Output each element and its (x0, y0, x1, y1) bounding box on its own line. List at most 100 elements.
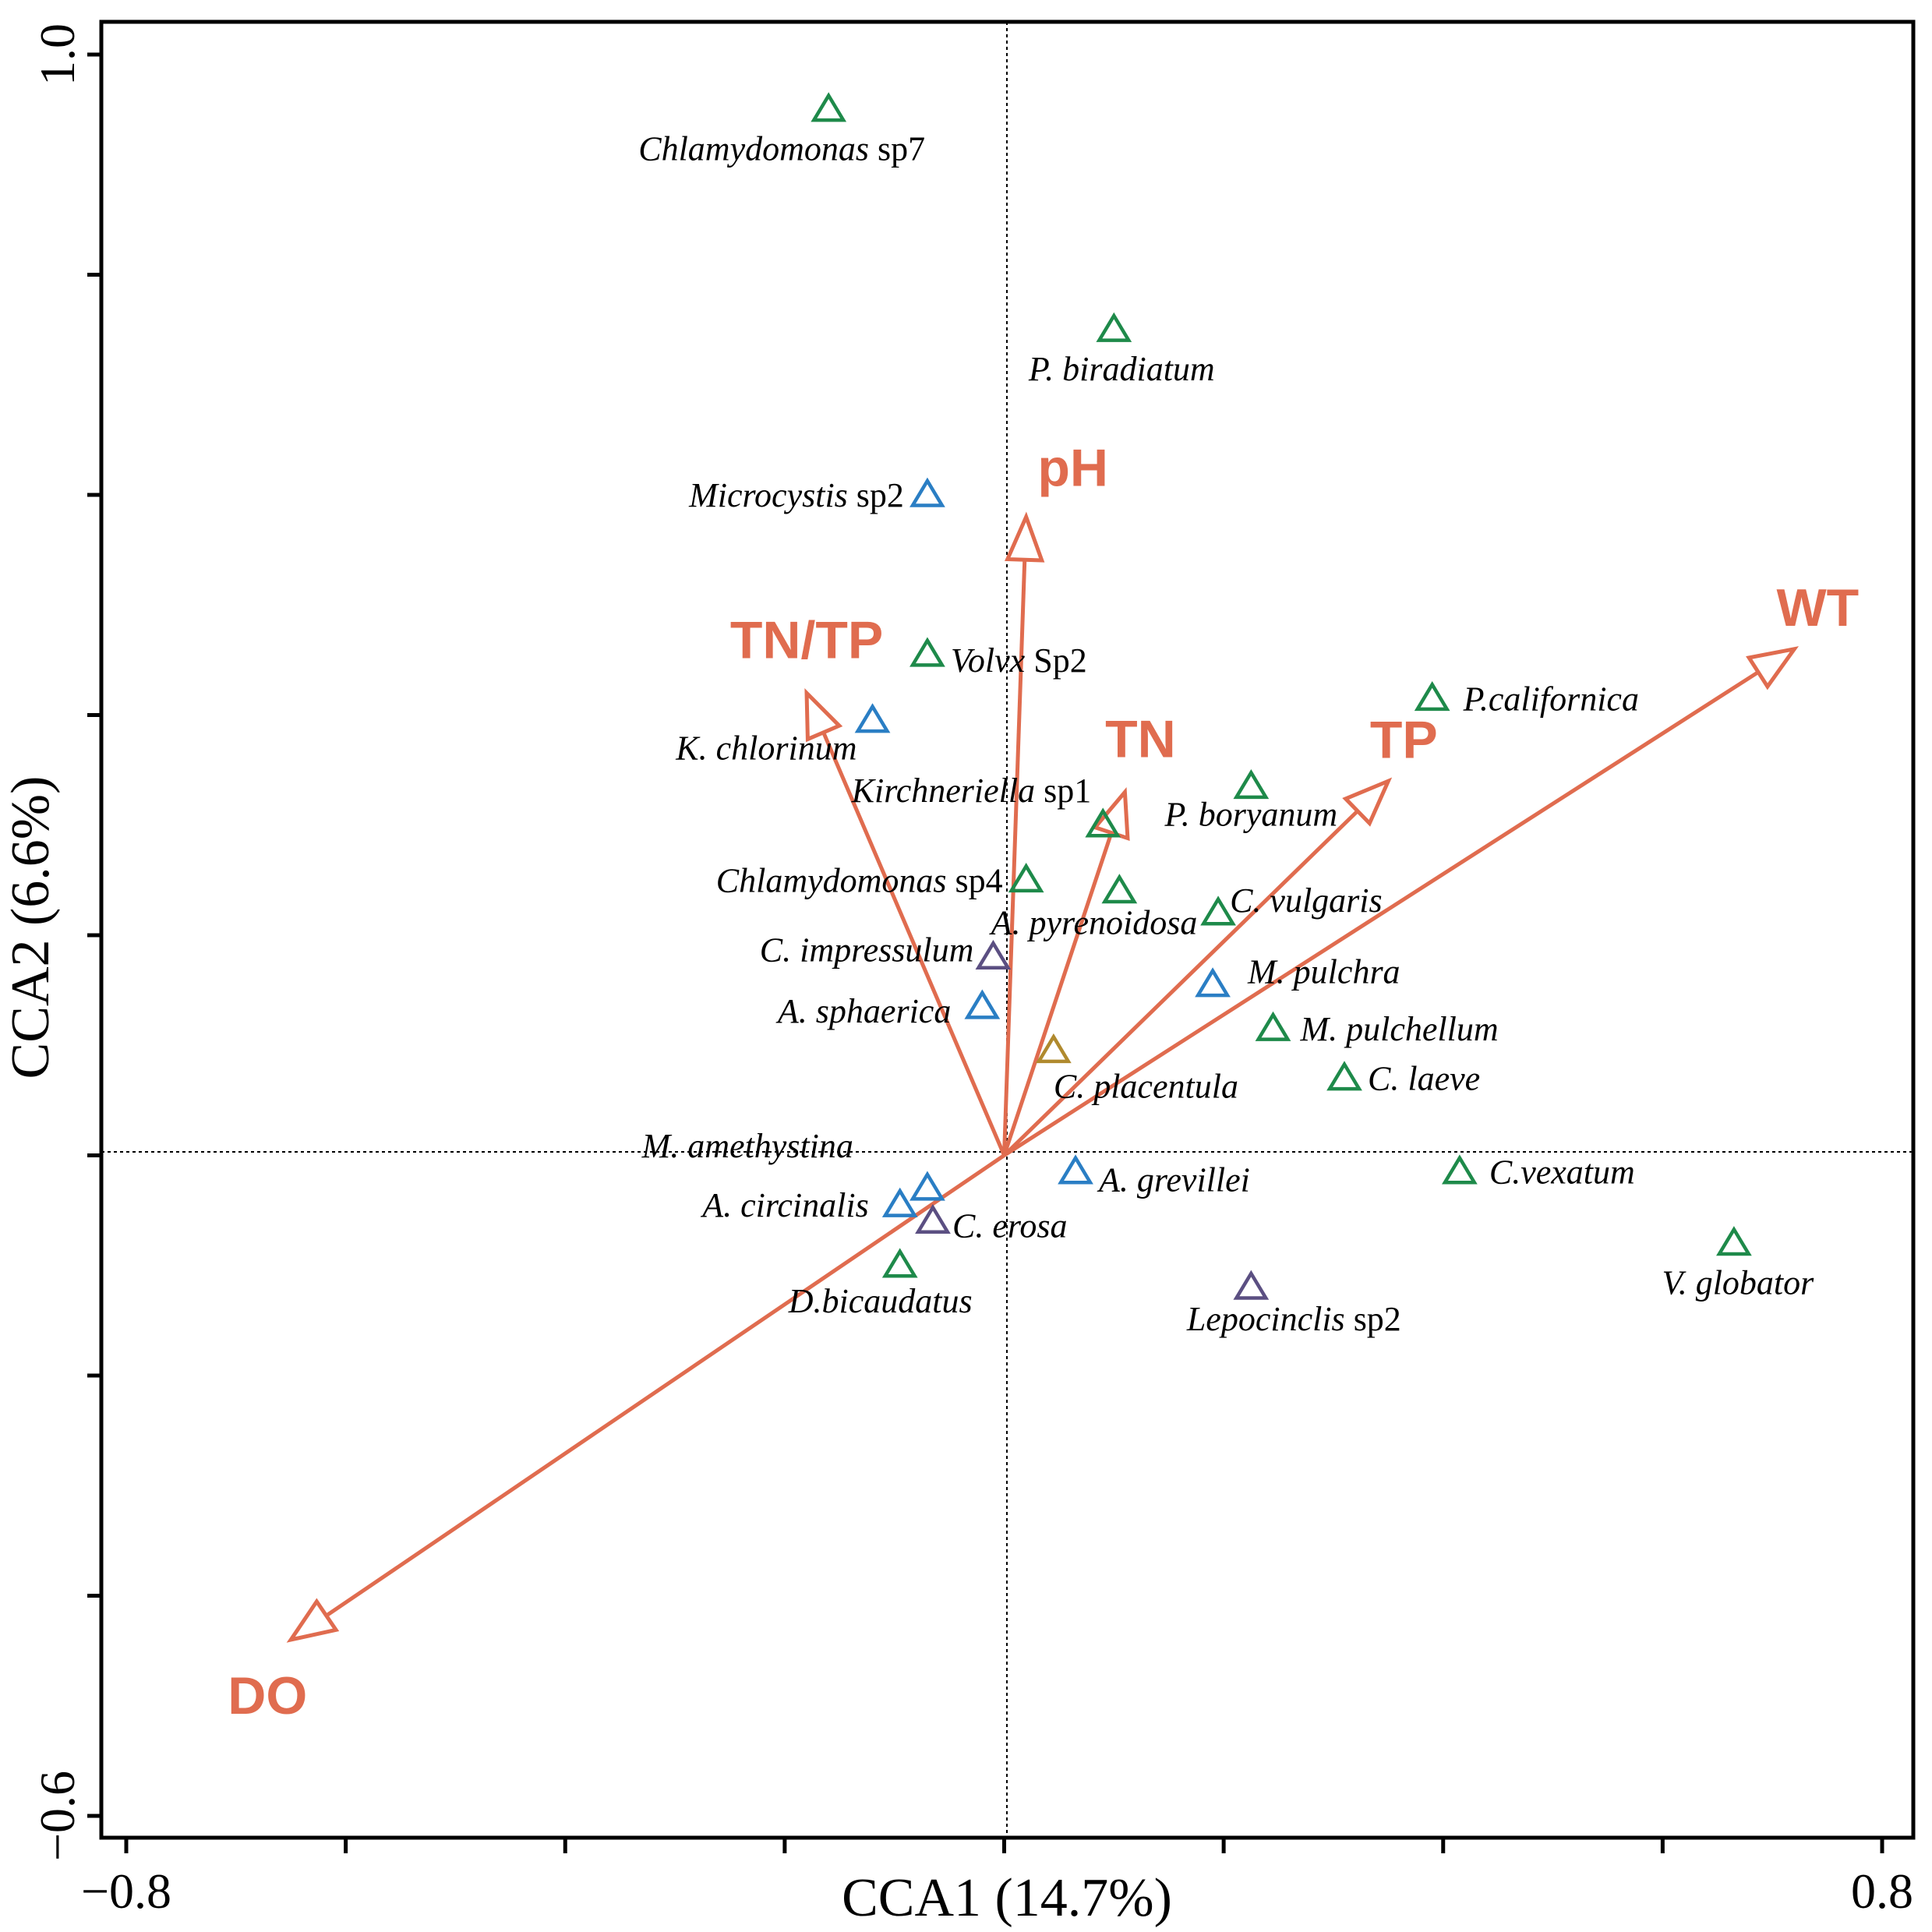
species-genus: C.vexatum (1489, 1153, 1635, 1192)
species-suffix: sp1 (1035, 772, 1091, 810)
species-point (1414, 680, 1450, 712)
species-label: C. placentula (1054, 1067, 1238, 1105)
env-arrow-head (1342, 777, 1393, 827)
species-point (909, 477, 945, 507)
species-genus: C. erosa (952, 1206, 1068, 1245)
species-label: P. biradiatum (1028, 350, 1215, 388)
species-genus: Microcystis (688, 476, 848, 514)
species-suffix: Sp2 (1025, 641, 1086, 680)
species-genus: M. pulchellum (1299, 1010, 1498, 1048)
species-label: A. pyrenoidosa (989, 904, 1198, 942)
species-point (1441, 1154, 1478, 1185)
species-label: C. laeve (1368, 1060, 1480, 1098)
species-label: M. pulchellum (1299, 1010, 1498, 1048)
env-arrow-shaft (821, 731, 1006, 1157)
y-axis-title: CCA2 (6.6%) (1, 776, 61, 1079)
species-genus: P. biradiatum (1028, 350, 1215, 388)
env-vector-label: TN (1105, 709, 1176, 768)
species-point (909, 637, 945, 667)
species-points: Chlamydomonas sp7 P. biradiatum Microcysti… (638, 92, 1815, 1338)
species-point (1716, 1226, 1752, 1256)
species-genus: Chlamydomonas (638, 130, 869, 168)
species-genus: A. pyrenoidosa (989, 904, 1198, 942)
y-tick-label-bottom: −0.6 (30, 1771, 85, 1861)
species-suffix: sp7 (869, 130, 925, 168)
env-arrow-head (1091, 786, 1130, 842)
species-point (1035, 1033, 1072, 1064)
species-label: Microcystis sp2 (688, 476, 904, 514)
species-point (909, 1171, 945, 1201)
species-label: A. sphaerica (775, 992, 951, 1030)
species-point (1255, 1011, 1291, 1041)
species-genus: P. boryanum (1164, 795, 1338, 833)
species-point (881, 1248, 918, 1278)
species-point (854, 703, 891, 733)
species-point (964, 989, 1001, 1019)
env-vector-label: TP (1370, 710, 1438, 769)
species-genus: D.bicaudatus (788, 1282, 973, 1320)
env-vector-label: pH (1037, 438, 1108, 497)
species-label: V. globator (1662, 1264, 1815, 1302)
y-tick-label-top: 1.0 (30, 23, 85, 86)
species-genus: M. amethystina (641, 1127, 853, 1165)
species-label: Lepocinclis sp2 (1186, 1300, 1401, 1338)
species-point (915, 1203, 951, 1234)
species-genus: A. grevillei (1097, 1161, 1250, 1199)
species-point (1326, 1061, 1362, 1091)
species-label: D.bicaudatus (788, 1282, 973, 1320)
species-point (811, 92, 847, 122)
env-vector-label: DO (228, 1666, 307, 1725)
species-label: C. erosa (952, 1206, 1068, 1245)
y-axis-ticks (87, 52, 101, 1818)
species-genus: C. vulgaris (1230, 881, 1383, 920)
env-vector-label: WT (1776, 578, 1859, 638)
species-label: P. boryanum (1164, 795, 1338, 833)
env-arrow-head (286, 1598, 340, 1643)
species-genus: P.californica (1463, 680, 1639, 718)
env-arrow-head (1005, 511, 1045, 563)
species-point (1096, 312, 1132, 342)
x-axis-title: CCA1 (14.7%) (842, 1868, 1172, 1928)
species-label: A. circinalis (700, 1186, 868, 1224)
env-arrow-shaft (1002, 832, 1114, 1157)
species-label: C. impressulum (760, 931, 974, 969)
x-tick-label-right: 0.8 (1851, 1863, 1913, 1919)
species-genus: V. globator (1662, 1264, 1815, 1302)
species-point (881, 1187, 918, 1217)
species-genus: K. chlorinum (675, 729, 857, 768)
species-point (975, 939, 1012, 970)
env-arrow-shaft (1002, 809, 1359, 1157)
species-point (1233, 768, 1270, 800)
species-label: M. pulchra (1247, 953, 1400, 991)
species-label: A. grevillei (1097, 1161, 1250, 1199)
species-genus: C. placentula (1054, 1067, 1238, 1105)
species-genus: C. impressulum (760, 931, 974, 969)
x-tick-label-left: −0.8 (81, 1863, 171, 1919)
species-suffix: sp4 (947, 861, 1003, 899)
species-suffix: sp2 (848, 476, 904, 514)
env-arrow-head (804, 688, 843, 743)
species-genus: Chlamydomonas (716, 861, 947, 899)
species-label: C.vexatum (1489, 1153, 1635, 1192)
species-genus: C. laeve (1368, 1060, 1480, 1098)
species-label: C. vulgaris (1230, 881, 1383, 920)
species-point (1008, 863, 1044, 893)
species-label: M. amethystina (641, 1127, 853, 1165)
env-arrow-head (1746, 646, 1800, 691)
species-label: Volvx Sp2 (951, 641, 1087, 680)
species-point (1085, 807, 1121, 838)
species-point (1058, 1154, 1093, 1185)
species-genus: A. circinalis (700, 1186, 868, 1224)
species-label: K. chlorinum (675, 729, 857, 768)
species-label: Chlamydomonas sp7 (638, 130, 925, 168)
species-label: P.californica (1463, 680, 1639, 718)
env-vector-label: TN/TP (730, 610, 883, 669)
species-genus: Kirchneriella (851, 772, 1035, 810)
species-genus: M. pulchra (1247, 953, 1400, 991)
x-axis-ticks (124, 1838, 1884, 1853)
env-arrow-shaft (325, 1153, 1005, 1618)
env-arrow-shaft (1002, 560, 1027, 1156)
env-arrow-shaft (1003, 670, 1760, 1157)
species-genus: A. sphaerica (775, 992, 951, 1030)
